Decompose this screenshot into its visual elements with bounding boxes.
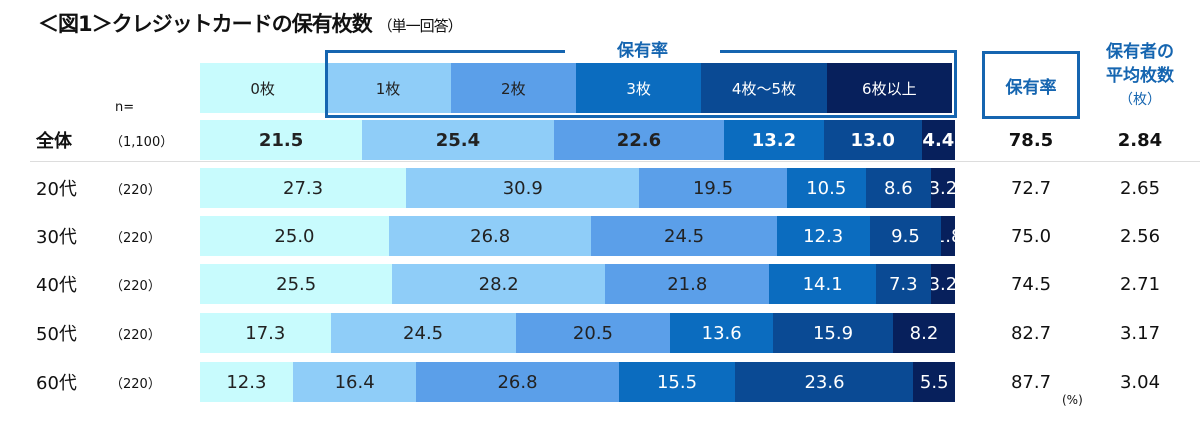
avg-header: 保有者の 平均枚数 （枚） xyxy=(1090,40,1190,112)
subtitle-text: （単一回答） xyxy=(377,17,463,35)
bar-segment: 7.3 xyxy=(875,264,931,304)
bar-segment: 8.2 xyxy=(893,313,955,353)
bar-segment: 21.8 xyxy=(605,264,770,304)
bar-segment: 26.8 xyxy=(416,362,619,402)
group-label: 50代 xyxy=(36,324,77,345)
stacked-bar: 12.3 16.4 26.8 15.5 23.6 5.5 xyxy=(200,362,955,402)
bar-segment: 8.6 xyxy=(865,168,931,208)
bar-row: 20代 （220） 27.3 30.9 19.5 10.5 8.6 3.2 72.7 2.65 xyxy=(0,168,1200,208)
stacked-bar: 21.5 25.4 22.6 13.2 13.0 4.4 xyxy=(200,120,955,160)
title-text: ＜図1＞クレジットカードの保有枚数 xyxy=(38,12,373,36)
bar-segment: 30.9 xyxy=(406,168,640,208)
n-label: n= xyxy=(115,100,135,115)
bar-segment: 15.5 xyxy=(618,362,736,402)
legend-item: 1枚 xyxy=(325,63,451,113)
bar-segment: 27.3 xyxy=(200,168,407,208)
frame-top-right xyxy=(720,50,957,53)
holding-group-label: 保有率 xyxy=(617,41,668,61)
bar-segment: 13.0 xyxy=(823,120,922,160)
bar-segment: 12.3 xyxy=(200,362,293,402)
sample-size: （220） xyxy=(110,230,161,246)
rate-value: 72.7 xyxy=(1010,177,1052,199)
frame-top-left xyxy=(325,50,565,53)
bar-row: 60代 （220） 12.3 16.4 26.8 15.5 23.6 5.5 87.7 3.04 xyxy=(0,362,1200,402)
bar-row: 30代 （220） 25.026.824.512.39.51.8 75.0 2.56 xyxy=(0,216,1200,256)
bar-segment: 10.5 xyxy=(786,168,866,208)
bar-segment: 13.6 xyxy=(670,313,774,353)
avg-value: 2.65 xyxy=(1119,177,1161,199)
bar-segment: 13.2 xyxy=(724,120,824,160)
bar-segment: 28.2 xyxy=(392,264,606,304)
bar-segment: 23.6 xyxy=(735,362,914,402)
stacked-bar: 27.3 30.9 19.5 10.5 8.6 3.2 xyxy=(200,168,955,208)
avg-header-unit: （枚） xyxy=(1119,92,1161,108)
total-separator xyxy=(30,161,1200,162)
bar-segment: 19.5 xyxy=(639,168,787,208)
bar-row: 全体 （1,100） 21.5 25.4 22.6 13.2 13.0 4.4 78.5 2.84 xyxy=(0,120,1200,160)
bar-row: 40代 （220） 25.5 28.2 21.8 14.1 7.3 3.2 74.5 2.71 xyxy=(0,264,1200,304)
group-label: 全体 xyxy=(36,131,72,152)
avg-header-line2: 平均枚数 xyxy=(1106,66,1174,86)
legend-item: 0枚 xyxy=(200,63,326,113)
avg-header-line1: 保有者の xyxy=(1106,42,1174,62)
sample-size: （220） xyxy=(110,376,161,392)
bar-segment: 15.9 xyxy=(773,313,894,353)
legend-item: 6枚以上 xyxy=(826,63,952,113)
group-label: 30代 xyxy=(36,227,77,248)
bar-segment: 26.8 xyxy=(388,216,592,256)
bar-segment: 25.4 xyxy=(362,120,554,160)
stacked-bar: 25.026.824.512.39.51.8 xyxy=(200,216,955,256)
bar-segment: 4.4 xyxy=(921,120,955,160)
bar-segment: 24.5 xyxy=(330,313,516,353)
bar-segment: 21.5 xyxy=(200,120,363,160)
rate-value: 87.7 xyxy=(1010,371,1052,393)
sample-size: （220） xyxy=(110,278,161,294)
bar-segment: 25.0 xyxy=(200,216,389,256)
bar-segment: 9.5 xyxy=(869,216,942,256)
bar-segment: 3.2 xyxy=(930,264,955,304)
legend-item: 3枚 xyxy=(575,63,702,113)
legend-item: 4枚～5枚 xyxy=(701,63,827,113)
rate-header: 保有率 xyxy=(982,51,1080,119)
bar-segment: 5.5 xyxy=(913,362,955,402)
sample-size: （1,100） xyxy=(110,134,174,150)
legend-item: 2枚 xyxy=(450,63,576,113)
unit-label: (%) xyxy=(1062,393,1083,407)
bar-segment: 3.2 xyxy=(930,168,955,208)
bar-segment: 20.5 xyxy=(515,313,671,353)
avg-value: 2.56 xyxy=(1119,225,1161,247)
avg-value: 2.84 xyxy=(1117,129,1163,151)
sample-size: （220） xyxy=(110,182,161,198)
bar-segment: 16.4 xyxy=(292,362,417,402)
stacked-bar: 17.3 24.5 20.5 13.6 15.9 8.2 xyxy=(200,313,955,353)
bar-row: 50代 （220） 17.3 24.5 20.5 13.6 15.9 8.2 82.7 3.17 xyxy=(0,313,1200,353)
rate-value: 78.5 xyxy=(1008,129,1054,151)
sample-size: （220） xyxy=(110,327,161,343)
bar-segment: 24.5 xyxy=(591,216,777,256)
bar-segment: 22.6 xyxy=(553,120,725,160)
avg-value: 3.04 xyxy=(1119,371,1161,393)
bar-segment: 17.3 xyxy=(200,313,331,353)
bar-segment: 25.5 xyxy=(200,264,393,304)
group-label: 20代 xyxy=(36,179,77,200)
rate-value: 75.0 xyxy=(1010,225,1052,247)
rate-value: 74.5 xyxy=(1010,273,1052,295)
avg-value: 2.71 xyxy=(1119,273,1161,295)
group-label: 60代 xyxy=(36,373,77,394)
stacked-bar: 25.5 28.2 21.8 14.1 7.3 3.2 xyxy=(200,264,955,304)
group-label: 40代 xyxy=(36,275,77,296)
legend: 0枚 1枚 2枚 3枚 4枚～5枚 6枚以上 xyxy=(200,63,952,113)
avg-value: 3.17 xyxy=(1119,322,1161,344)
bar-segment: 1.8 xyxy=(941,216,955,256)
chart-title: ＜図1＞クレジットカードの保有枚数 （単一回答） xyxy=(38,8,463,38)
bar-segment: 14.1 xyxy=(769,264,876,304)
holding-group-frame xyxy=(325,50,957,118)
rate-value: 82.7 xyxy=(1010,322,1052,344)
bar-segment: 12.3 xyxy=(776,216,870,256)
